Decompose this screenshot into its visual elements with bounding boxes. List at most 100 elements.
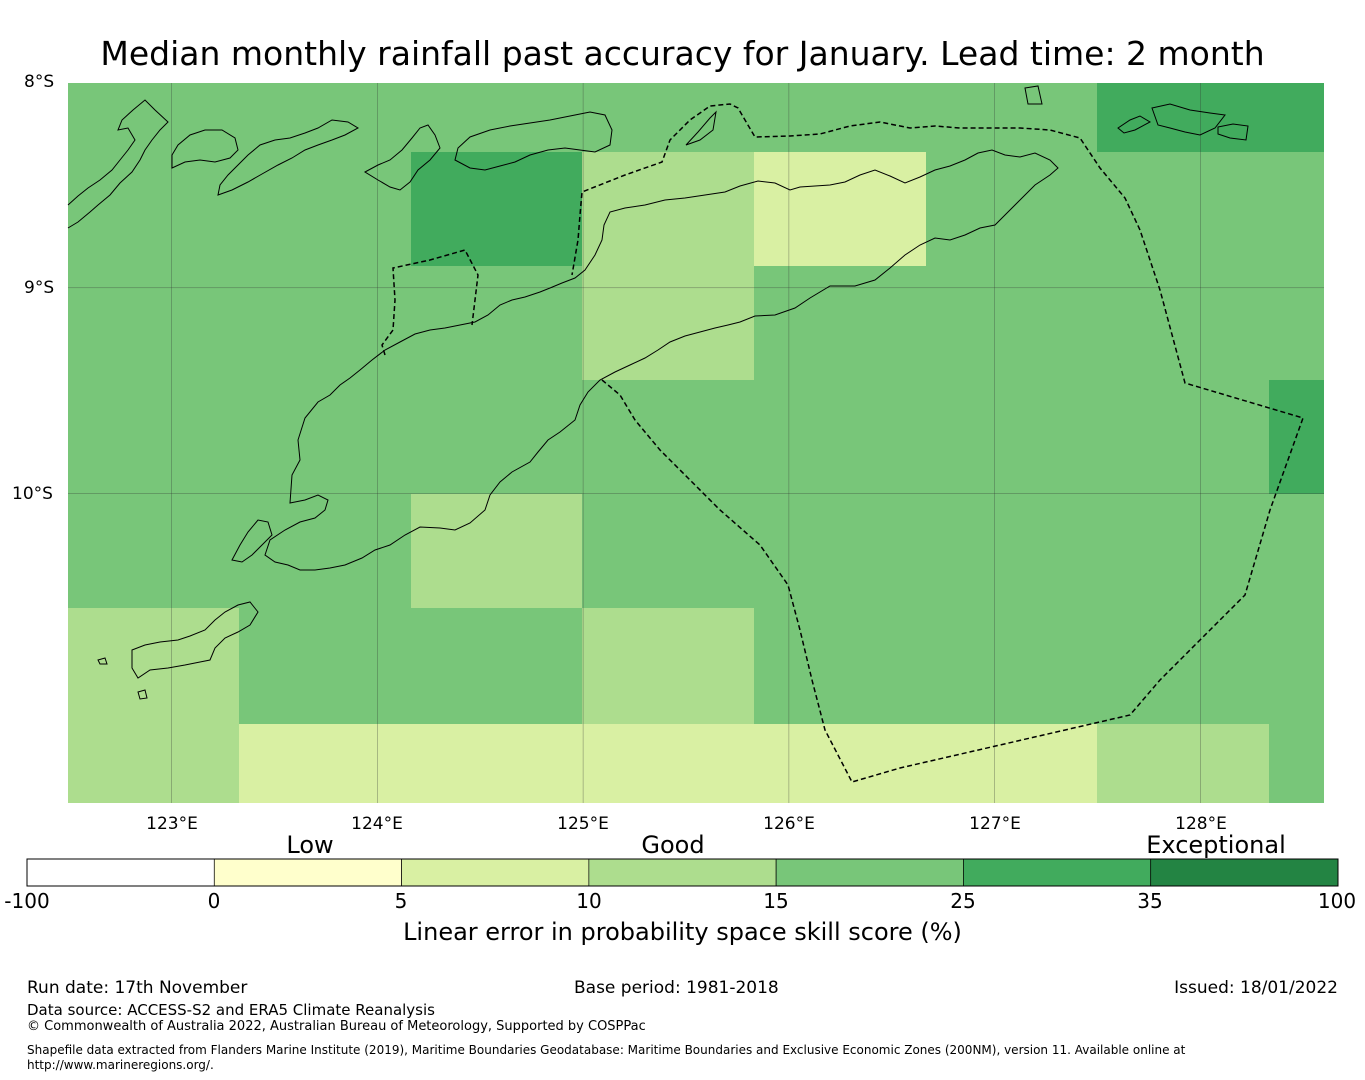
shapefile-url: http://www.marineregions.org/. [27, 1058, 214, 1072]
grid-cell [754, 724, 926, 803]
grid-cell [926, 494, 1097, 608]
grid-cell [754, 380, 926, 494]
colorbar-tick: -100 [4, 889, 50, 913]
colorbar-swatch [963, 858, 1152, 887]
map-title: Median monthly rainfall past accuracy fo… [100, 34, 1265, 73]
grid-cell [239, 608, 411, 724]
colorbar-category-exceptional: Exceptional [1146, 831, 1286, 859]
colorbar-tick: 5 [394, 889, 408, 913]
shapefile-credit: Shapefile data extracted from Flanders M… [27, 1043, 1186, 1057]
colorbar-swatch [588, 858, 777, 887]
coastlines [67, 85, 1249, 700]
grid-cell [239, 83, 411, 152]
colorbar [26, 858, 1339, 887]
lon-label-127e: 127°E [969, 814, 1021, 834]
grid-cell [1269, 152, 1324, 266]
coastline-lakor [1217, 123, 1249, 141]
grid-cell [239, 152, 411, 266]
colorbar-tick: 0 [207, 889, 221, 913]
grid-cell [754, 152, 926, 266]
colorbar-category-good: Good [641, 831, 705, 859]
eez-boundary-oecusse [381, 249, 479, 356]
coastline-semau [231, 519, 273, 563]
colorbar-label: Linear error in probability space skill … [403, 918, 962, 946]
run-date: Run date: 17th November [27, 978, 248, 998]
colorbar-tick: 10 [576, 889, 602, 913]
grid-cell [68, 266, 239, 380]
grid-cell [239, 494, 411, 608]
coastline-kisar [1024, 85, 1043, 105]
colorbar-tick: 100 [1317, 889, 1357, 913]
grid-cell [926, 380, 1097, 494]
grid-cell [68, 83, 239, 152]
grid-cell [1097, 608, 1269, 724]
copyright: © Commonwealth of Australia 2022, Austra… [27, 1019, 646, 1034]
grid-cell [68, 724, 239, 803]
coastline-moa [1151, 103, 1226, 136]
base-period: Base period: 1981-2018 [574, 978, 779, 998]
colorbar-swatch [213, 858, 402, 887]
grid-cell [1269, 724, 1324, 803]
coastline-ndao [137, 689, 148, 700]
coastline-atauro [363, 124, 441, 191]
coastline-island-ne [685, 110, 717, 146]
grid-cell [1097, 724, 1269, 803]
colorbar-category-low: Low [286, 831, 334, 859]
grid-cell [1097, 380, 1269, 494]
grid-cell [1269, 494, 1324, 608]
coastline-alor [67, 99, 169, 229]
grid-cell [68, 494, 239, 608]
coastline-pantar [171, 129, 239, 169]
lat-label-9s: 9°S [24, 278, 55, 298]
colorbar-tick: 35 [1137, 889, 1163, 913]
lon-label-125e: 125°E [557, 814, 609, 834]
grid-cell [1269, 83, 1324, 152]
grid-cell [411, 266, 582, 380]
grid-cell [582, 724, 754, 803]
grid-cell [68, 152, 239, 266]
colorbar-swatch [26, 858, 215, 887]
grid-cell [1097, 266, 1269, 380]
grid-cell [68, 380, 239, 494]
colorbar-outline [26, 858, 1339, 887]
grid-cell [68, 608, 239, 724]
grid-cell [411, 380, 582, 494]
grid-cell [239, 266, 411, 380]
grid-cell [1097, 83, 1269, 152]
grid-cell [411, 608, 582, 724]
lon-label-126e: 126°E [763, 814, 815, 834]
grid-cell [582, 152, 754, 266]
grid-cell [1097, 494, 1269, 608]
grid-cell [411, 152, 582, 266]
grid-cell [754, 266, 926, 380]
grid-cell [1269, 266, 1324, 380]
colorbar-swatch [401, 858, 590, 887]
grid-cell [754, 494, 926, 608]
graticule [68, 83, 1324, 803]
grid-cell [926, 608, 1097, 724]
coastline-leti [1117, 115, 1152, 134]
grid-cell [582, 83, 754, 152]
coastline-timor [264, 149, 1059, 571]
lon-label-123e: 123°E [146, 814, 198, 834]
lon-label-128e: 128°E [1175, 814, 1227, 834]
lat-label-10s: 10°S [12, 484, 53, 504]
grid-cell [754, 83, 926, 152]
grid-cell [582, 494, 754, 608]
maritime-boundaries [381, 103, 1304, 783]
lat-label-8s: 8°S [24, 72, 55, 92]
grid-cell [239, 724, 411, 803]
grid-cell [411, 83, 582, 152]
grid-cell [754, 608, 926, 724]
grid-cell [582, 380, 754, 494]
eez-boundary-east [571, 103, 1304, 783]
grid-cell [1269, 608, 1324, 724]
grid-cell [926, 724, 1097, 803]
coastline-north [454, 111, 613, 171]
grid-cell [582, 266, 754, 380]
colorbar-swatch [775, 858, 964, 887]
lon-label-124e: 124°E [351, 814, 403, 834]
grid-cell [926, 266, 1097, 380]
grid-cell [582, 608, 754, 724]
